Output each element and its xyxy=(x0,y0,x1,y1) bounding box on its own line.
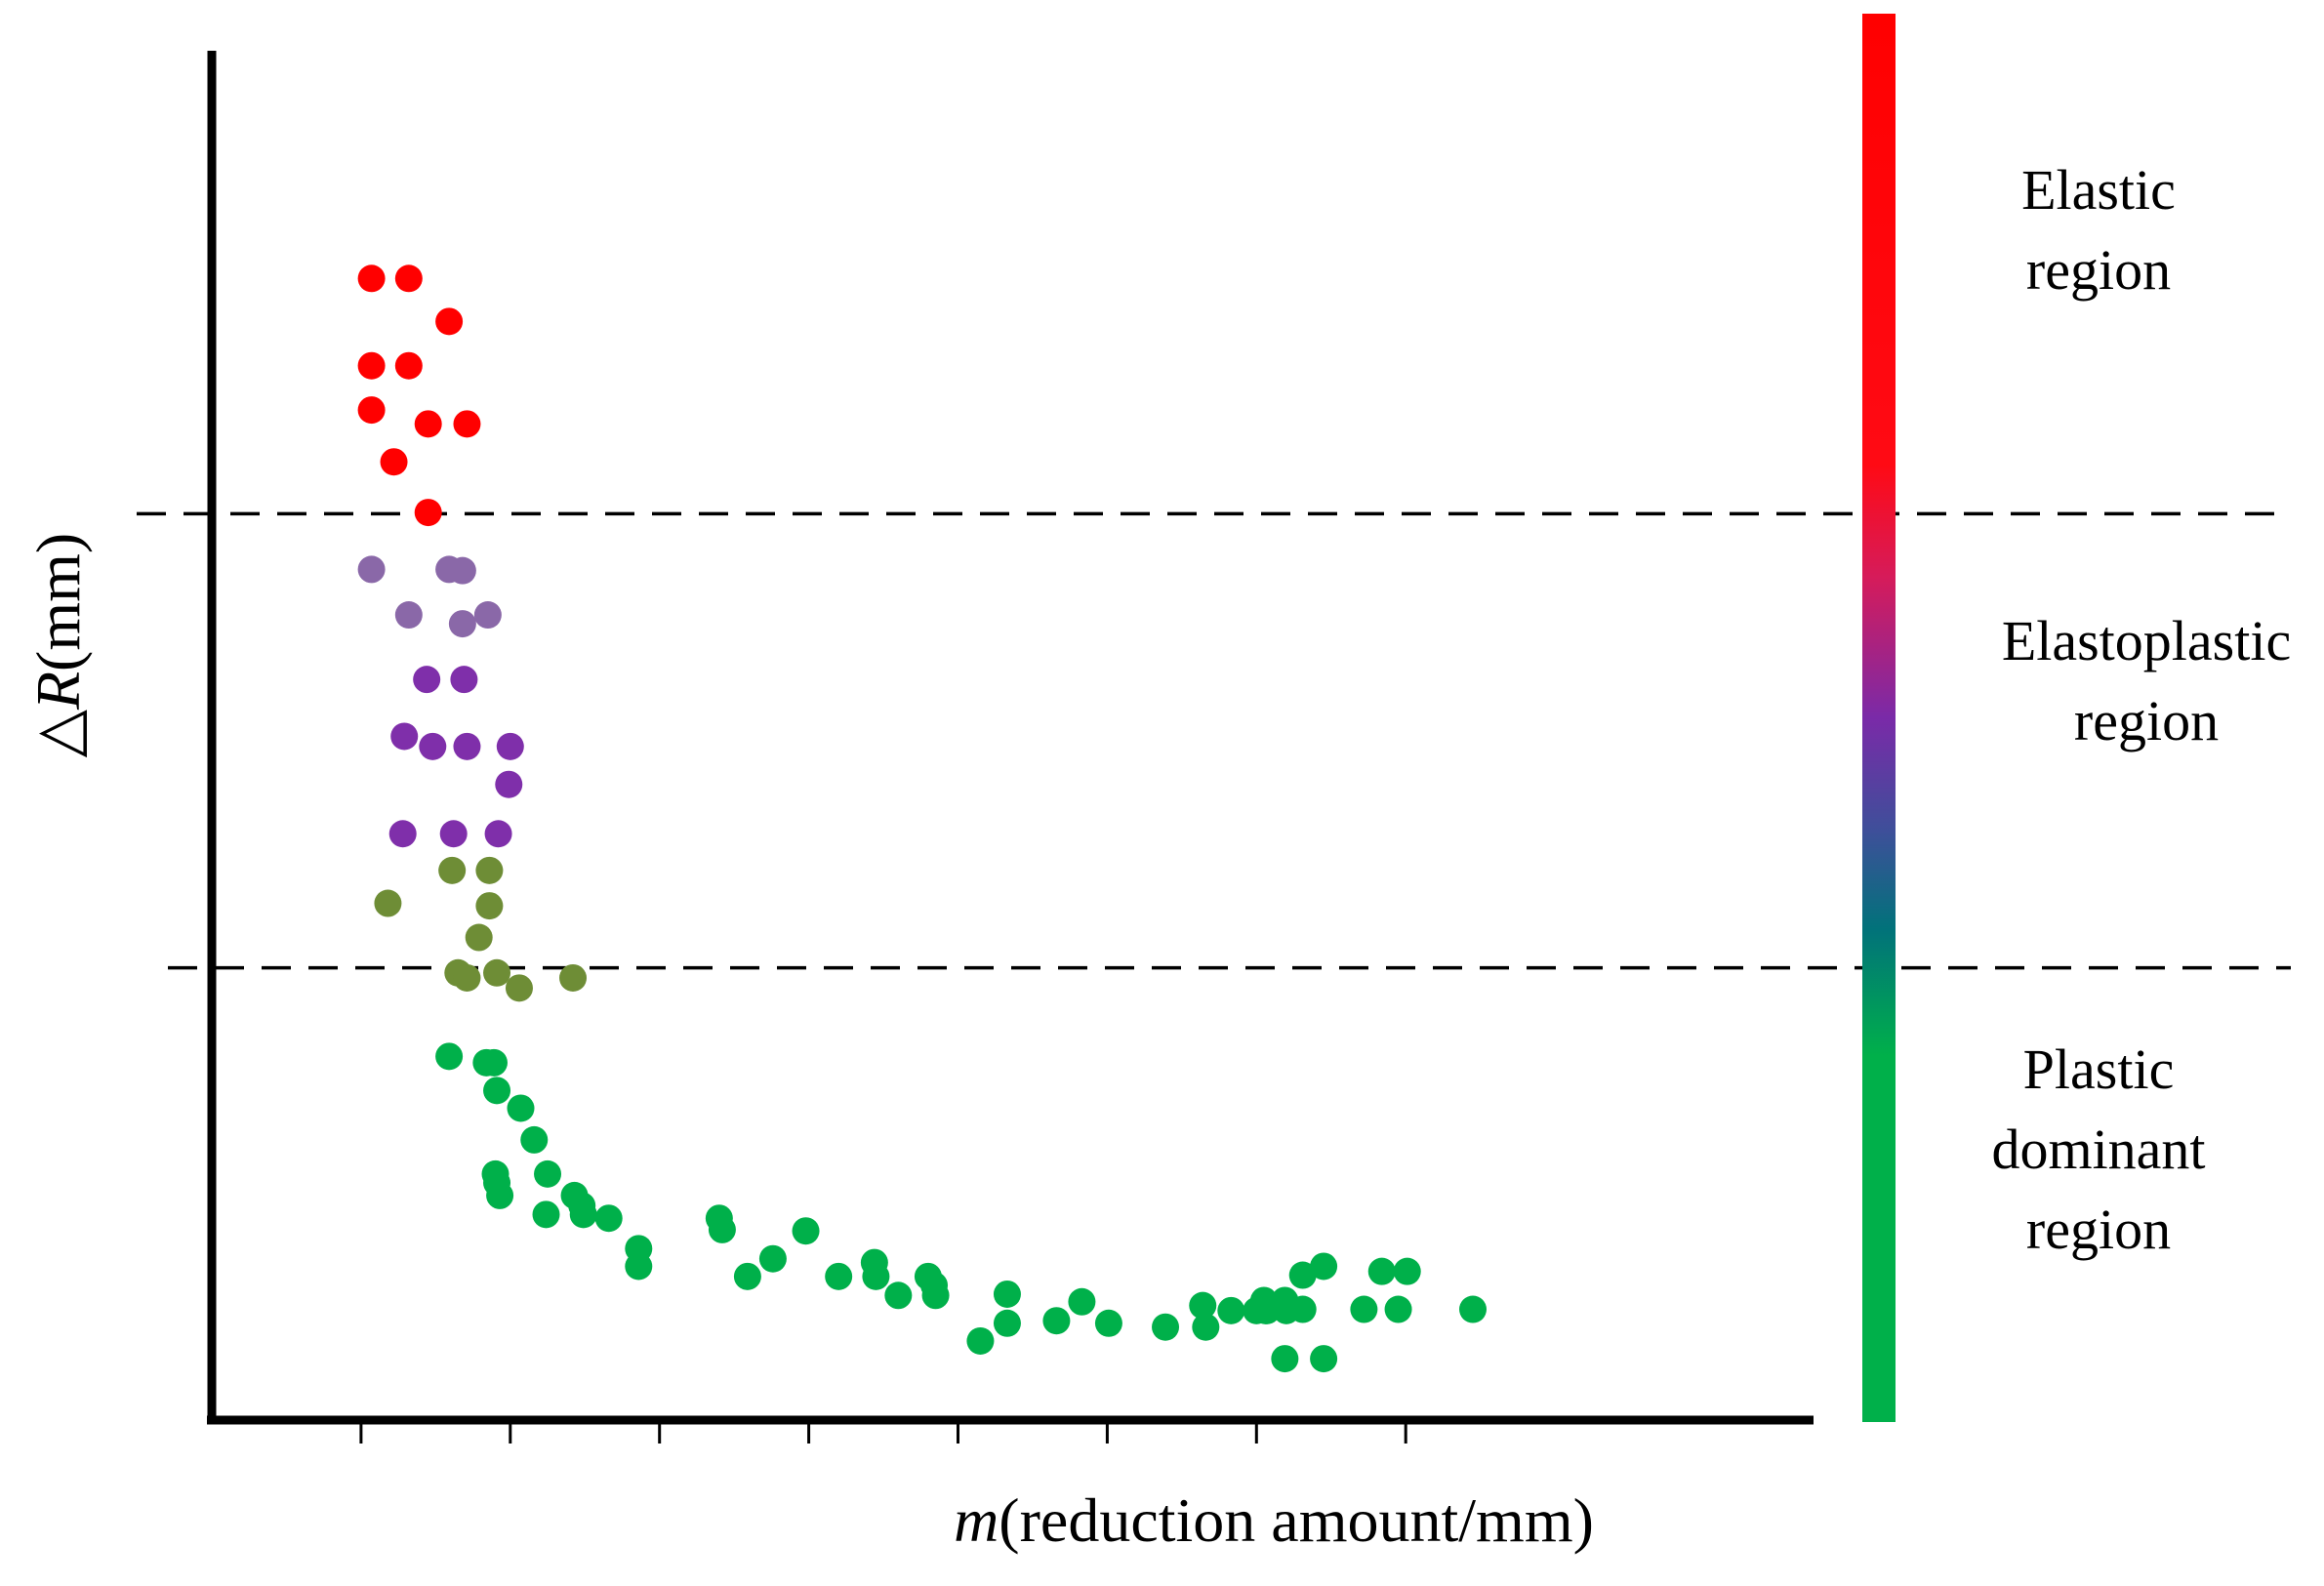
data-point xyxy=(473,601,502,630)
data-point xyxy=(450,666,478,694)
data-point xyxy=(394,351,423,380)
axes xyxy=(207,51,1814,1444)
data-point xyxy=(1217,1296,1245,1324)
data-point xyxy=(1350,1295,1378,1323)
data-point xyxy=(733,1262,761,1290)
data-point xyxy=(419,732,447,760)
x-axis-ticks xyxy=(359,1420,1407,1444)
data-point xyxy=(448,556,476,585)
colorbar xyxy=(1862,14,1896,1422)
data-point xyxy=(357,351,386,380)
region-label-line: region xyxy=(2025,1198,2172,1261)
y-axis-label: △R(mm) xyxy=(22,533,95,758)
data-point xyxy=(792,1217,820,1245)
data-point xyxy=(448,610,476,638)
data-point xyxy=(438,856,467,884)
data-point xyxy=(374,889,402,917)
x-axis-label-text: (reduction amount/mm) xyxy=(999,1485,1594,1555)
data-point xyxy=(413,666,441,694)
data-point xyxy=(569,1200,597,1229)
data-point xyxy=(758,1244,787,1273)
data-point xyxy=(708,1215,736,1243)
data-point xyxy=(1310,1345,1338,1373)
y-axis-label-text: (mm) xyxy=(23,532,93,671)
data-point xyxy=(453,732,481,760)
data-point xyxy=(520,1125,549,1154)
data-point xyxy=(357,555,386,584)
data-points xyxy=(357,264,1488,1373)
data-point xyxy=(534,1159,562,1188)
data-point xyxy=(439,820,468,848)
data-point xyxy=(1367,1257,1396,1285)
data-point xyxy=(390,722,419,751)
data-point xyxy=(1189,1291,1217,1320)
data-point xyxy=(414,499,442,527)
data-point xyxy=(505,974,533,1002)
data-point xyxy=(594,1204,623,1233)
data-point xyxy=(475,892,504,920)
region-label-elastoplastic: Elastoplastic region xyxy=(1941,601,2324,761)
data-point xyxy=(388,820,417,848)
data-point xyxy=(884,1281,913,1310)
region-label-line: dominant xyxy=(1991,1118,2206,1181)
data-point xyxy=(394,601,423,630)
x-axis-label-symbol: m xyxy=(954,1485,999,1555)
data-point xyxy=(625,1252,653,1281)
data-point xyxy=(1042,1307,1071,1335)
data-point xyxy=(1152,1313,1180,1341)
data-point xyxy=(453,963,481,992)
region-label-line: region xyxy=(2073,689,2220,752)
data-point xyxy=(465,923,493,952)
data-point xyxy=(993,1280,1021,1308)
region-label-plastic: Plastic dominant region xyxy=(1894,1030,2304,1270)
data-point xyxy=(435,307,464,336)
data-point xyxy=(479,1048,508,1077)
data-point xyxy=(993,1309,1021,1337)
data-point xyxy=(1310,1252,1338,1281)
data-point xyxy=(1459,1295,1488,1323)
data-point xyxy=(357,264,386,293)
data-point xyxy=(475,856,504,884)
data-point xyxy=(1384,1295,1412,1323)
region-label-line: Elastoplastic xyxy=(2001,609,2292,672)
region-label-line: Plastic xyxy=(2022,1037,2175,1101)
data-point xyxy=(496,732,524,760)
data-point xyxy=(495,770,523,798)
region-label-line: region xyxy=(2025,238,2172,302)
data-point xyxy=(1271,1345,1299,1373)
threshold-lines xyxy=(137,511,2291,970)
data-point xyxy=(966,1326,995,1355)
x-axis-label: m(reduction amount/mm) xyxy=(625,1484,1923,1557)
data-point xyxy=(453,410,481,438)
data-point xyxy=(486,1181,514,1209)
data-point xyxy=(1393,1257,1421,1285)
data-point xyxy=(862,1262,890,1290)
data-point xyxy=(380,448,408,476)
data-point xyxy=(532,1200,560,1229)
data-point xyxy=(484,820,512,848)
y-axis-label-symbol: R xyxy=(23,671,93,711)
data-point xyxy=(435,1042,464,1071)
data-point xyxy=(1094,1309,1122,1337)
data-point xyxy=(394,264,423,293)
data-point xyxy=(414,410,442,438)
data-point xyxy=(357,396,386,425)
data-point xyxy=(1288,1261,1317,1289)
data-point xyxy=(1068,1287,1096,1316)
data-point xyxy=(1192,1313,1220,1341)
y-axis-label-prefix: △ xyxy=(23,710,93,758)
data-point xyxy=(825,1262,853,1290)
data-point xyxy=(507,1094,535,1122)
data-point xyxy=(1288,1295,1317,1323)
data-point xyxy=(483,1077,511,1105)
data-point xyxy=(483,958,511,987)
data-point xyxy=(559,963,588,992)
region-label-line: Elastic xyxy=(2021,158,2176,222)
data-point xyxy=(921,1281,950,1310)
region-label-elastic: Elastic region xyxy=(1894,150,2304,310)
